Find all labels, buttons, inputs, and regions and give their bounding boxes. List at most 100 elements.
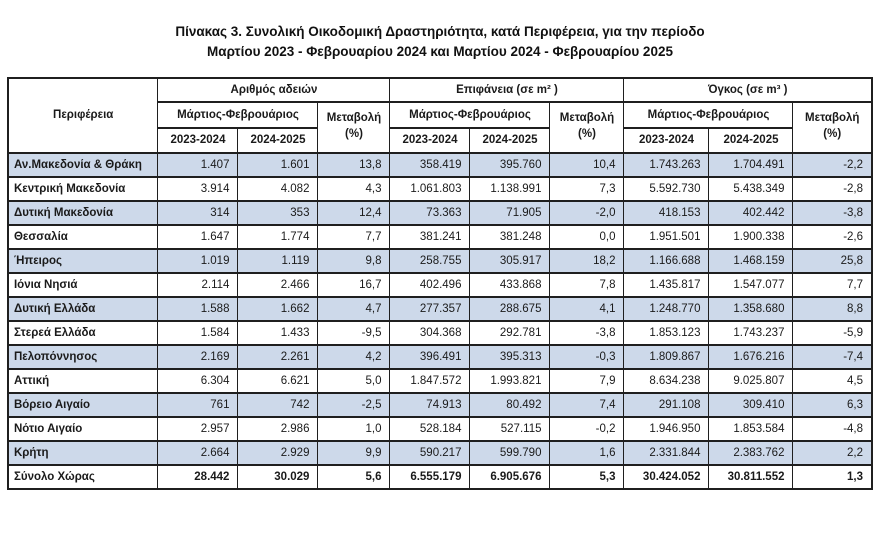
value-cell: 2.331.844 bbox=[623, 439, 710, 466]
year-header: 2023-2024 bbox=[389, 126, 471, 154]
value-cell: 258.755 bbox=[389, 247, 471, 274]
value-cell: 1.647 bbox=[157, 223, 239, 250]
value-cell: 4.082 bbox=[237, 175, 319, 202]
value-cell: 291.108 bbox=[623, 391, 710, 418]
value-cell: 1.993.821 bbox=[469, 367, 551, 394]
value-cell: 277.357 bbox=[389, 295, 471, 322]
period-header-surface: Μάρτιος-Φεβρουάριος bbox=[389, 100, 551, 129]
value-cell: 1.248.770 bbox=[623, 295, 710, 322]
value-cell: 2.929 bbox=[237, 439, 319, 466]
value-cell: 402.442 bbox=[708, 199, 794, 226]
value-cell: 0,0 bbox=[549, 223, 625, 250]
value-cell: 288.675 bbox=[469, 295, 551, 322]
value-cell: -9,5 bbox=[317, 319, 391, 346]
value-cell: 1.138.991 bbox=[469, 175, 551, 202]
value-cell: 1.433 bbox=[237, 319, 319, 346]
region-cell: Δυτική Μακεδονία bbox=[7, 199, 159, 226]
table-row: Ήπειρος 1.019 1.119 9,8 258.755 305.917 18,2 1.… bbox=[7, 247, 873, 274]
value-cell: -4,8 bbox=[792, 415, 873, 442]
value-cell: -2,2 bbox=[792, 151, 873, 178]
building-activity-table: Περιφέρεια Αριθμός αδειών Επιφάνεια (σε … bbox=[6, 76, 874, 490]
value-cell: 16,7 bbox=[317, 271, 391, 298]
value-cell: 4,5 bbox=[792, 367, 873, 394]
value-cell: 1.468.159 bbox=[708, 247, 794, 274]
header-years-row: 2023-2024 2024-2025 2023-2024 2024-2025 … bbox=[8, 126, 872, 154]
value-cell: 6,3 bbox=[792, 391, 873, 418]
value-cell: 4,2 bbox=[317, 343, 391, 370]
value-cell: 74.913 bbox=[389, 391, 471, 418]
value-cell: -0,3 bbox=[549, 343, 625, 370]
value-cell: 353 bbox=[237, 199, 319, 226]
value-cell: -2,8 bbox=[792, 175, 873, 202]
value-cell: 358.419 bbox=[389, 151, 471, 178]
value-cell: 396.491 bbox=[389, 343, 471, 370]
change-label: Μεταβολή bbox=[559, 112, 615, 125]
change-label: Μεταβολή bbox=[326, 112, 382, 125]
value-cell: 5.592.730 bbox=[623, 175, 710, 202]
region-cell: Βόρειο Αιγαίο bbox=[7, 391, 159, 418]
year-header: 2024-2025 bbox=[237, 126, 319, 154]
table-row: Νότιο Αιγαίο 2.957 2.986 1,0 528.184 527.115-… bbox=[7, 415, 873, 442]
value-cell: 314 bbox=[157, 199, 239, 226]
change-unit: (%) bbox=[578, 128, 596, 140]
table-row: Δυτική Ελλάδα 1.588 1.662 4,7 277.357 288.675… bbox=[7, 295, 873, 322]
value-cell: 418.153 bbox=[623, 199, 710, 226]
change-header-permits: Μεταβολή (%) bbox=[317, 100, 391, 154]
page-title-line1: Πίνακας 3. Συνολική Οικοδομική Δραστηριό… bbox=[175, 24, 705, 39]
value-cell: 1.743.263 bbox=[623, 151, 710, 178]
value-cell: 1.588 bbox=[157, 295, 239, 322]
value-cell: 7,9 bbox=[549, 367, 625, 394]
value-cell: 7,4 bbox=[549, 391, 625, 418]
value-cell: 7,3 bbox=[549, 175, 625, 202]
value-cell: 12,4 bbox=[317, 199, 391, 226]
region-cell: Νότιο Αιγαίο bbox=[7, 415, 159, 442]
value-cell: 1,3 bbox=[792, 463, 873, 490]
col-header-region: Περιφέρεια bbox=[7, 76, 159, 154]
group-header-surface: Επιφάνεια (σε m² ) bbox=[389, 76, 625, 103]
change-unit: (%) bbox=[823, 128, 842, 140]
value-cell: 2,2 bbox=[792, 439, 873, 466]
value-cell: 1.358.680 bbox=[708, 295, 794, 322]
value-cell: 30.811.552 bbox=[708, 463, 794, 490]
table-row: Θεσσαλία 1.647 1.774 7,7 381.241 381.248 0,0 1.… bbox=[7, 223, 873, 250]
value-cell: 28.442 bbox=[157, 463, 239, 490]
group-header-volume: Όγκος (σε m³ ) bbox=[623, 76, 873, 103]
period-header-volume: Μάρτιος-Φεβρουάριος bbox=[623, 100, 794, 129]
value-cell: 1.601 bbox=[237, 151, 319, 178]
value-cell: 402.496 bbox=[389, 271, 471, 298]
value-cell: 1.407 bbox=[157, 151, 239, 178]
region-cell: Ήπειρος bbox=[7, 247, 159, 274]
value-cell: 590.217 bbox=[389, 439, 471, 466]
value-cell: 1.704.491 bbox=[708, 151, 794, 178]
header-group-row: Περιφέρεια Αριθμός αδειών Επιφάνεια (σε … bbox=[7, 76, 873, 154]
value-cell: 2.261 bbox=[237, 343, 319, 370]
value-cell: 8,8 bbox=[792, 295, 873, 322]
value-cell: 4,3 bbox=[317, 175, 391, 202]
table-row: Κεντρική Μακεδονία 3.914 4.082 4,3 1.061.803… bbox=[7, 175, 873, 202]
table-row: Δυτική Μακεδονία 314 353 12,4 73.363 71.905 -2… bbox=[7, 199, 873, 226]
value-cell: 309.410 bbox=[708, 391, 794, 418]
value-cell: 5.438.349 bbox=[708, 175, 794, 202]
value-cell: 6.905.676 bbox=[469, 463, 551, 490]
value-cell: 528.184 bbox=[389, 415, 471, 442]
value-cell: 4,7 bbox=[317, 295, 391, 322]
value-cell: 1.019 bbox=[157, 247, 239, 274]
value-cell: 381.241 bbox=[389, 223, 471, 250]
value-cell: 1.584 bbox=[157, 319, 239, 346]
group-header-permits: Αριθμός αδειών bbox=[157, 76, 391, 103]
value-cell: 30.424.052 bbox=[623, 463, 710, 490]
change-unit: (%) bbox=[345, 128, 363, 140]
value-cell: 7,8 bbox=[549, 271, 625, 298]
value-cell: -5,9 bbox=[792, 319, 873, 346]
value-cell: 1,0 bbox=[317, 415, 391, 442]
value-cell: 9,8 bbox=[317, 247, 391, 274]
value-cell: 73.363 bbox=[389, 199, 471, 226]
page-title-line2: Μαρτίου 2023 - Φεβρουαρίου 2024 και Μαρτ… bbox=[207, 44, 673, 60]
region-cell: Δυτική Ελλάδα bbox=[7, 295, 159, 322]
region-cell: Αν.Μακεδονία & Θράκη bbox=[7, 151, 159, 178]
value-cell: 1.847.572 bbox=[389, 367, 471, 394]
value-cell: 527.115 bbox=[469, 415, 551, 442]
value-cell: 1.951.501 bbox=[623, 223, 710, 250]
value-cell: 1.662 bbox=[237, 295, 319, 322]
region-cell: Αττική bbox=[7, 367, 159, 394]
